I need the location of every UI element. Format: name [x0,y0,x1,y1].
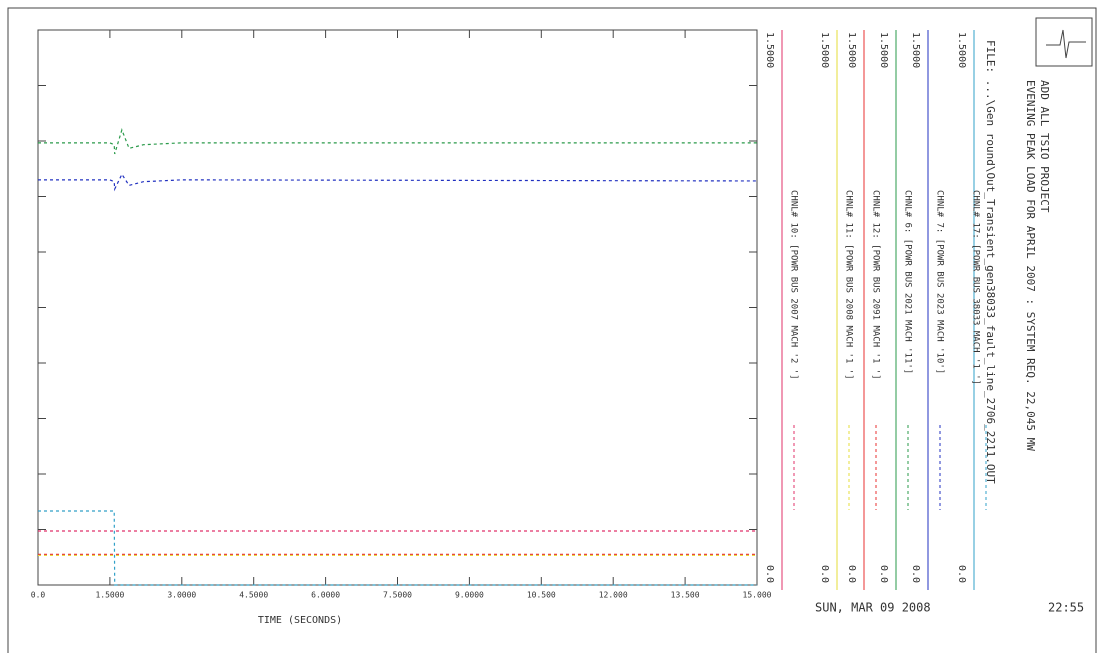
legend-label: CHNL# 17: [POWR BUS 38033 MACH '1 '] [971,190,981,385]
x-tick-label: 10.500 [527,591,556,600]
x-tick-label: 3.0000 [167,591,196,600]
file-name: FILE: ...\Gen round\Out_Transient_gen380… [984,40,997,484]
x-tick-label: 9.0000 [455,591,484,600]
x-tick-label: 15.000 [743,591,772,600]
legend-scale-min: 0.0 [819,565,830,583]
x-tick-label: 7.5000 [383,591,412,600]
legend-scale-max: 1.5000 [956,32,967,68]
legend-scale-min: 0.0 [878,565,889,583]
date: SUN, MAR 09 2008 [815,601,931,615]
chart-title: EVENING PEAK LOAD FOR APRIL 2007 : SYSTE… [1024,80,1037,451]
x-tick-label: 6.0000 [311,591,340,600]
legend-scale-min: 0.0 [956,565,967,583]
series-line [38,128,757,155]
legend-scale-max: 1.5000 [819,32,830,68]
x-tick-label: 1.5000 [95,591,124,600]
legend-scale-max: 1.5000 [764,32,775,68]
chart-subtitle: ADD ALL TSIO PROJECT [1038,80,1051,213]
legend-label: CHNL# 12: [POWR BUS 2091 MACH '1 '] [871,190,881,380]
x-axis-label: TIME (SECONDS) [258,615,342,626]
time: 22:55 [1048,601,1084,615]
legend-scale-min: 0.0 [910,565,921,583]
legend-label: CHNL# 6: [POWR BUS 2021 MACH '11'] [903,190,913,374]
page-frame [7,7,1097,653]
legend-label: CHNL# 10: [POWR BUS 2007 MACH '2 '] [789,190,799,380]
x-tick-label: 13.500 [671,591,700,600]
series-line [38,510,757,586]
x-tick-label: 4.5000 [239,591,268,600]
legend-scale-min: 0.0 [764,565,775,583]
series-line [38,173,758,192]
x-tick-label: 12.000 [599,591,628,600]
logo-mark [1046,29,1086,59]
legend-label: CHNL# 7: [POWR BUS 2023 MACH '10'] [935,190,945,374]
logo [1035,17,1093,67]
legend-scale-max: 1.5000 [910,32,921,68]
legend-scale-max: 1.5000 [846,32,857,68]
plot-frame [37,29,758,586]
x-tick-label: 0.0 [31,591,46,600]
legend-scale-max: 1.5000 [878,32,889,68]
legend-scale-min: 0.0 [846,565,857,583]
legend-label: CHNL# 11: [POWR BUS 2008 MACH '1 '] [844,190,854,380]
